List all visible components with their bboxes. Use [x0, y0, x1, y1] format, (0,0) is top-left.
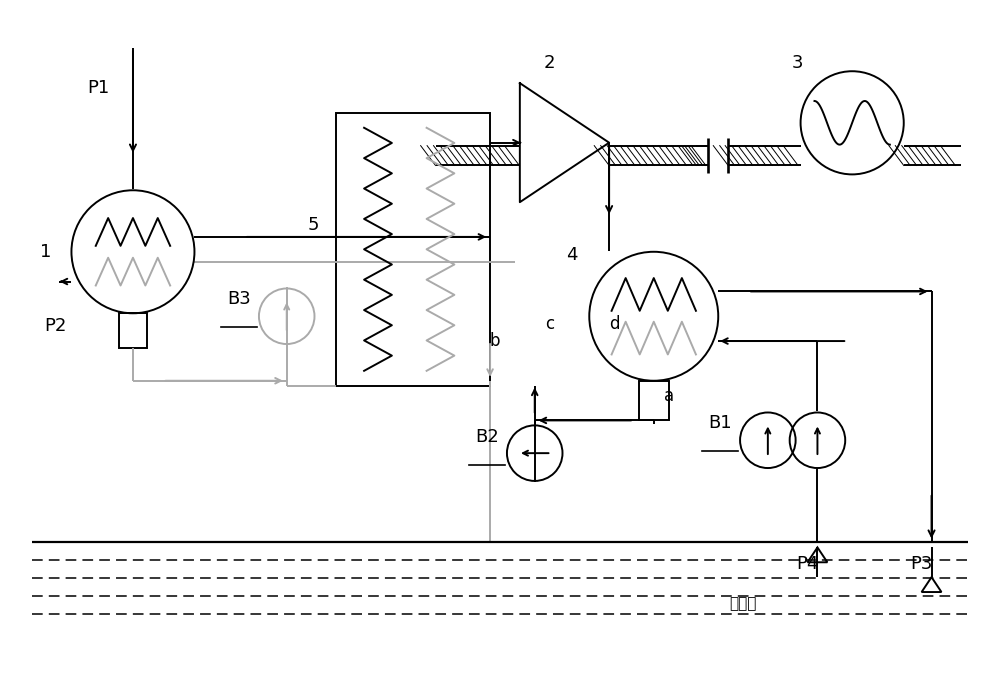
Text: 4: 4 — [566, 246, 577, 264]
Text: 2: 2 — [544, 54, 555, 72]
Text: P1: P1 — [87, 79, 109, 97]
Text: 1: 1 — [40, 243, 51, 261]
Bar — [336, 113, 490, 386]
Text: P2: P2 — [44, 317, 67, 335]
Text: 5: 5 — [308, 216, 319, 234]
Text: 冷海水: 冷海水 — [729, 596, 757, 612]
Text: b: b — [490, 332, 500, 350]
Text: B3: B3 — [227, 290, 251, 308]
Text: B2: B2 — [475, 428, 499, 446]
Text: c: c — [545, 315, 554, 333]
Bar — [639, 381, 669, 420]
Text: d: d — [609, 315, 619, 333]
Text: B1: B1 — [708, 414, 732, 432]
Text: P4: P4 — [796, 555, 819, 574]
Text: 3: 3 — [792, 54, 803, 72]
Text: a: a — [664, 386, 674, 404]
Bar — [119, 313, 147, 348]
Text: P3: P3 — [910, 555, 933, 574]
